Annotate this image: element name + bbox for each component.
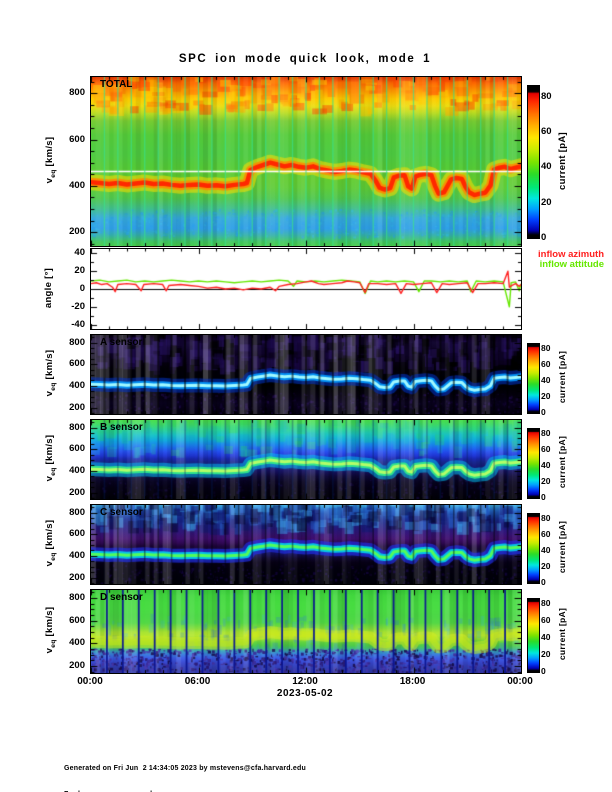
colorbar-tick-label: 40 (541, 632, 551, 643)
velocity-tick-label: 200 (69, 486, 85, 498)
total-colorbar-canvas (527, 85, 540, 239)
colorbar-tick-label: 0 (541, 666, 546, 676)
velocity-tick-label: 600 (69, 528, 85, 540)
velocity-tick-label: 200 (69, 226, 85, 238)
d-sensor-spectrogram-panel: D sensor (90, 589, 522, 674)
d-sensor-colorbar-canvas (527, 598, 540, 673)
velocity-tick-label: 600 (69, 443, 85, 455)
x-axis-date-label: 2023-05-02 (276, 688, 334, 699)
angle-tick-label: -40 (71, 318, 85, 330)
colorbar-tick-label: 80 (541, 427, 551, 438)
x-axis-tick-label: 12:00 (292, 676, 318, 687)
velocity-tick-label: 400 (69, 179, 85, 191)
footer-text: Generated on Fri Jun 2 14:34:05 2023 by … (64, 748, 306, 792)
footer-generated-line: Generated on Fri Jun 2 14:34:05 2023 by … (64, 765, 306, 772)
colorbar-tick-label: 60 (541, 125, 552, 137)
x-axis-tick-label: 18:00 (399, 676, 426, 687)
velocity-tick-label: 200 (69, 571, 85, 583)
c-sensor-colorbar-canvas (527, 513, 540, 584)
velocity-tick-label: 800 (69, 336, 85, 348)
a-sensor-colorbar-canvas (527, 343, 540, 414)
velocity-tick-label: 400 (69, 379, 85, 391)
colorbar-tick-label: 40 (541, 161, 552, 173)
colorbar-tick-label: 20 (541, 560, 551, 571)
c-sensor-spectrogram-canvas (90, 504, 522, 585)
velocity-tick-label: 600 (69, 133, 85, 145)
b-sensor-colorbar (527, 428, 540, 499)
b-sensor-panel-label: B sensor (100, 422, 143, 433)
b-sensor-colorbar-canvas (527, 428, 540, 499)
colorbar-tick-label: 80 (541, 90, 552, 102)
colorbar-tick-label: 60 (541, 528, 551, 539)
a-sensor-colorbar (527, 343, 540, 414)
inflow-angle-panel: inflow azimuth inflow attitude (90, 248, 604, 330)
c-sensor-spectrogram-panel: C sensor (90, 504, 522, 585)
d-sensor-spectrogram-canvas (90, 589, 522, 674)
angle-tick-label: 40 (74, 247, 85, 259)
colorbar-tick-label: 40 (541, 374, 551, 385)
b-sensor-spectrogram-panel: B sensor (90, 419, 522, 500)
colorbar-tick-label: 20 (541, 390, 551, 401)
colorbar-tick-label: 20 (541, 475, 551, 486)
total-panel-label: TOTAL (100, 79, 133, 90)
velocity-tick-label: 400 (69, 637, 85, 649)
velocity-tick-label: 400 (69, 549, 85, 561)
velocity-tick-label: 800 (69, 506, 85, 518)
velocity-tick-label: 400 (69, 464, 85, 476)
velocity-tick-label: 800 (69, 87, 85, 99)
total-spectrogram-canvas (90, 76, 522, 247)
d-velocity-axis-title: veq [km/s] (44, 606, 57, 654)
colorbar-tick-label: 80 (541, 342, 551, 353)
colorbar-tick-label: 0 (541, 232, 547, 243)
angle-tick-label: 20 (74, 265, 85, 277)
total-colorbar (527, 85, 540, 239)
legend-inflow-azimuth: inflow azimuth (538, 249, 604, 260)
colorbar-tick-label: 40 (541, 459, 551, 470)
colorbar-tick-label: 0 (541, 492, 546, 502)
d-sensor-colorbar (527, 598, 540, 673)
footer-browse-line: For browse purposes only. (64, 791, 306, 792)
total-velocity-axis-title: veq [km/s] (44, 136, 57, 184)
x-axis-tick-label: 06:00 (184, 676, 211, 687)
a-sensor-spectrogram-panel: A sensor (90, 334, 522, 415)
velocity-tick-label: 200 (69, 401, 85, 413)
colorbar-tick-label: 0 (541, 577, 546, 587)
velocity-tick-label: 800 (69, 591, 85, 603)
a-sensor-panel-label: A sensor (100, 337, 143, 348)
velocity-tick-label: 600 (69, 358, 85, 370)
colorbar-tick-label: 80 (541, 598, 551, 609)
velocity-tick-label: 800 (69, 421, 85, 433)
colorbar-tick-label: 60 (541, 358, 551, 369)
inflow-angle-legend: inflow azimuth inflow attitude (390, 250, 604, 270)
angle-tick-label: -20 (71, 300, 85, 312)
c-sensor-colorbar (527, 513, 540, 584)
c-sensor-panel-label: C sensor (100, 507, 143, 518)
colorbar-tick-label: 40 (541, 544, 551, 555)
velocity-tick-label: 600 (69, 614, 85, 626)
b-sensor-spectrogram-canvas (90, 419, 522, 500)
velocity-tick-label: 200 (69, 660, 85, 672)
legend-inflow-attitude: inflow attitude (539, 259, 604, 270)
colorbar-tick-label: 20 (541, 196, 552, 208)
total-spectrogram-panel: TOTAL (90, 76, 522, 247)
colorbar-tick-label: 0 (541, 407, 546, 417)
page-title: SPC ion mode quick look, mode 1 (178, 53, 432, 65)
colorbar-tick-label: 60 (541, 443, 551, 454)
d-sensor-panel-label: D sensor (100, 592, 143, 603)
colorbar-tick-label: 80 (541, 512, 551, 523)
x-axis-tick-label: 00:00 (507, 676, 533, 687)
inflow-angle-canvas (90, 248, 522, 330)
angle-tick-label: 0 (79, 283, 85, 294)
x-axis-tick-label: 00:00 (77, 676, 103, 687)
a-sensor-spectrogram-canvas (90, 334, 522, 415)
colorbar-tick-label: 20 (541, 649, 551, 660)
colorbar-tick-label: 60 (541, 615, 551, 626)
